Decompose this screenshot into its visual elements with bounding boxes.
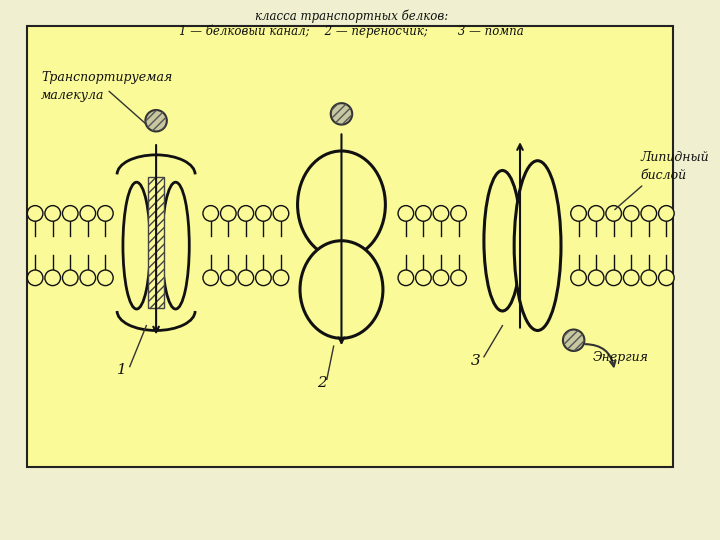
Circle shape [571, 270, 586, 286]
Circle shape [80, 270, 96, 286]
Ellipse shape [297, 151, 385, 258]
Circle shape [256, 206, 271, 221]
Circle shape [588, 206, 604, 221]
Circle shape [451, 270, 467, 286]
Circle shape [238, 270, 253, 286]
Circle shape [63, 270, 78, 286]
Circle shape [563, 329, 585, 351]
Circle shape [624, 206, 639, 221]
Text: 2: 2 [317, 376, 327, 390]
Circle shape [659, 270, 674, 286]
Circle shape [433, 270, 449, 286]
Circle shape [203, 206, 219, 221]
Ellipse shape [514, 161, 561, 330]
Circle shape [256, 270, 271, 286]
Text: 1: 1 [117, 363, 127, 377]
Circle shape [203, 270, 219, 286]
Circle shape [659, 206, 674, 221]
Circle shape [238, 206, 253, 221]
Ellipse shape [300, 241, 383, 338]
Circle shape [571, 206, 586, 221]
Text: 1 — белковый канал;    2 — переносчик;        3 — помпа: 1 — белковый канал; 2 — переносчик; 3 — … [179, 24, 523, 38]
Text: Транспортируемая
малекула: Транспортируемая малекула [41, 71, 172, 102]
Circle shape [45, 206, 60, 221]
Circle shape [273, 270, 289, 286]
Circle shape [606, 270, 621, 286]
Text: класса транспортных белков:: класса транспортных белков: [255, 10, 448, 23]
Circle shape [330, 103, 352, 125]
Circle shape [415, 270, 431, 286]
Circle shape [606, 206, 621, 221]
Text: 3: 3 [471, 354, 481, 368]
Circle shape [641, 270, 657, 286]
Circle shape [80, 206, 96, 221]
Circle shape [641, 206, 657, 221]
Text: Липидный
бислой: Липидный бислой [640, 151, 708, 182]
Circle shape [451, 206, 467, 221]
Text: Энергия: Энергия [593, 352, 649, 365]
Circle shape [588, 270, 604, 286]
Circle shape [220, 270, 236, 286]
Circle shape [273, 206, 289, 221]
Circle shape [433, 206, 449, 221]
Circle shape [63, 206, 78, 221]
Circle shape [45, 270, 60, 286]
FancyBboxPatch shape [148, 177, 164, 308]
Ellipse shape [123, 182, 150, 309]
Ellipse shape [162, 182, 189, 309]
Circle shape [27, 206, 43, 221]
Circle shape [27, 270, 43, 286]
Circle shape [398, 270, 414, 286]
Circle shape [220, 206, 236, 221]
FancyBboxPatch shape [27, 26, 673, 467]
Circle shape [398, 206, 414, 221]
Circle shape [98, 270, 113, 286]
Circle shape [98, 206, 113, 221]
Ellipse shape [484, 171, 521, 311]
Circle shape [415, 206, 431, 221]
Circle shape [145, 110, 167, 131]
Circle shape [624, 270, 639, 286]
